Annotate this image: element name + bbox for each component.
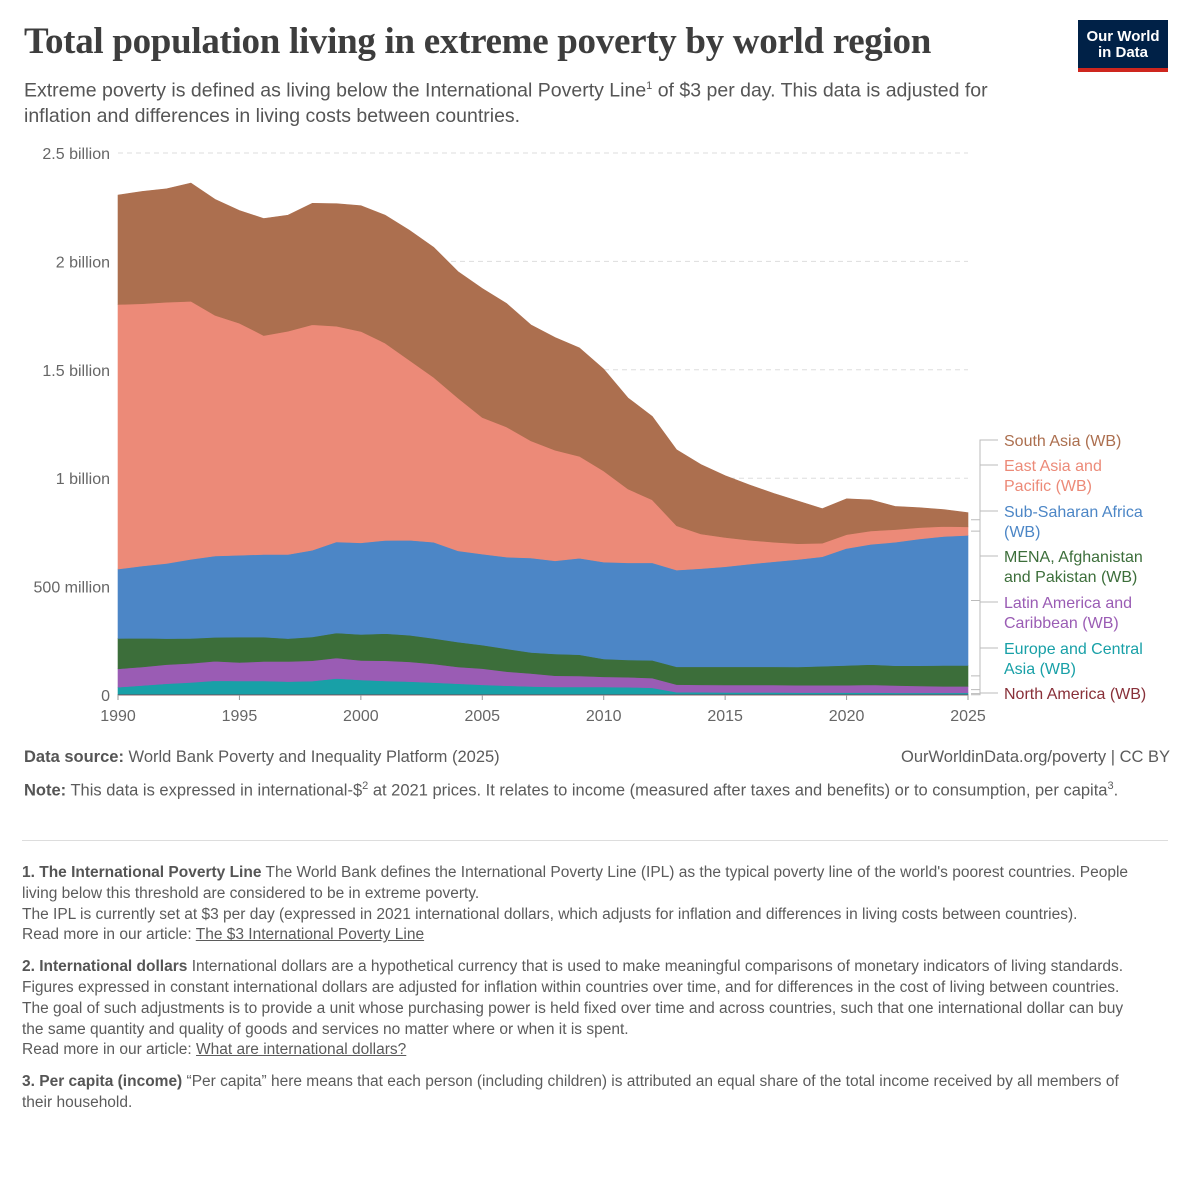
x-tick-label: 1995 (222, 708, 258, 725)
footnote-2: 2. International dollars International d… (22, 958, 1124, 1059)
legend-connector (971, 464, 998, 532)
link-international-poverty-line[interactable]: The $3 International Poverty Line (195, 926, 425, 944)
legend-connector (971, 555, 998, 677)
legend-label: MENA, Afghanistan (1004, 549, 1143, 566)
legend-item-europe-and-central-asia[interactable]: Europe and Central Asia (WB) (971, 641, 1143, 695)
legend-label: Caribbean (WB) (1004, 615, 1119, 632)
legend-item-mena-afghanistan-and-pakistan[interactable]: MENA, Afghanistan and Pakistan (WB) (971, 549, 1143, 677)
legend-connector (971, 439, 998, 521)
x-tick-label: 2005 (464, 708, 500, 725)
owid-logo[interactable]: Our World in Data (1078, 20, 1168, 72)
x-tick-label: 2025 (950, 708, 986, 725)
divider (22, 840, 1168, 841)
y-tick-label: 1.5 billion (42, 363, 110, 380)
x-tick-label: 2000 (343, 708, 379, 725)
y-tick-label: 1 billion (56, 471, 110, 488)
x-tick-label: 2015 (707, 708, 743, 725)
legend-label: South Asia (WB) (1004, 433, 1121, 450)
x-axis-ticks: 1990 1995 2000 2005 2010 2015 2020 2025 (100, 695, 986, 725)
footnotes: 1. The International Poverty Line The Wo… (22, 863, 1142, 1125)
legend-label: and Pakistan (WB) (1004, 569, 1137, 586)
legend-connector (971, 647, 998, 695)
legend-label: Latin America and (1004, 595, 1132, 612)
y-tick-label: 2.5 billion (42, 146, 110, 163)
source-credit-link[interactable]: OurWorldinData.org/poverty | CC BY (901, 748, 1170, 766)
data-source: Data source: World Bank Poverty and Ineq… (24, 748, 500, 766)
legend: South Asia (WB) East Asia and Pacific (WB)… (971, 433, 1146, 703)
chart-title: Total population living in extreme pover… (24, 21, 931, 62)
y-tick-label: 500 million (34, 580, 110, 597)
legend-label: Europe and Central (1004, 641, 1143, 658)
link-international-dollars[interactable]: What are international dollars? (196, 1041, 407, 1059)
chart-note: Note: This data is expressed in internat… (24, 780, 1119, 800)
legend-item-latin-america-and-caribbean[interactable]: Latin America and Caribbean (WB) (971, 595, 1132, 691)
legend-connector (971, 601, 998, 691)
x-tick-label: 1990 (100, 708, 136, 725)
legend-label: (WB) (1004, 524, 1040, 541)
area-south-asia[interactable] (117, 182, 969, 545)
stacked-area-chart: 0 500 million 1 billion 1.5 billion 2 billio… (34, 146, 1147, 725)
legend-item-north-america[interactable]: North America (WB) (971, 686, 1146, 703)
x-tick-label: 2010 (586, 708, 622, 725)
y-tick-label: 0 (101, 688, 110, 705)
x-tick-label: 2020 (829, 708, 865, 725)
footnote-3: 3. Per capita (income) “Per capita” here… (22, 1073, 1119, 1111)
chart-subtitle: Extreme poverty is defined as living bel… (24, 79, 988, 127)
legend-connector (971, 692, 998, 696)
legend-label: Asia (WB) (1004, 661, 1076, 678)
legend-label: East Asia and (1004, 458, 1102, 475)
legend-label: Pacific (WB) (1004, 478, 1092, 495)
y-tick-label: 2 billion (56, 254, 110, 271)
y-axis-ticks: 0 500 million 1 billion 1.5 billion 2 billio… (34, 146, 111, 705)
footnote-1: 1. The International Poverty Line The Wo… (22, 864, 1129, 944)
footnote-ref-1[interactable]: 1 (646, 80, 653, 92)
area-series (117, 182, 969, 696)
legend-label: Sub-Saharan Africa (1004, 504, 1143, 521)
legend-item-east-asia-and-pacific[interactable]: East Asia and Pacific (WB) (971, 458, 1102, 532)
legend-label: North America (WB) (1004, 686, 1146, 703)
